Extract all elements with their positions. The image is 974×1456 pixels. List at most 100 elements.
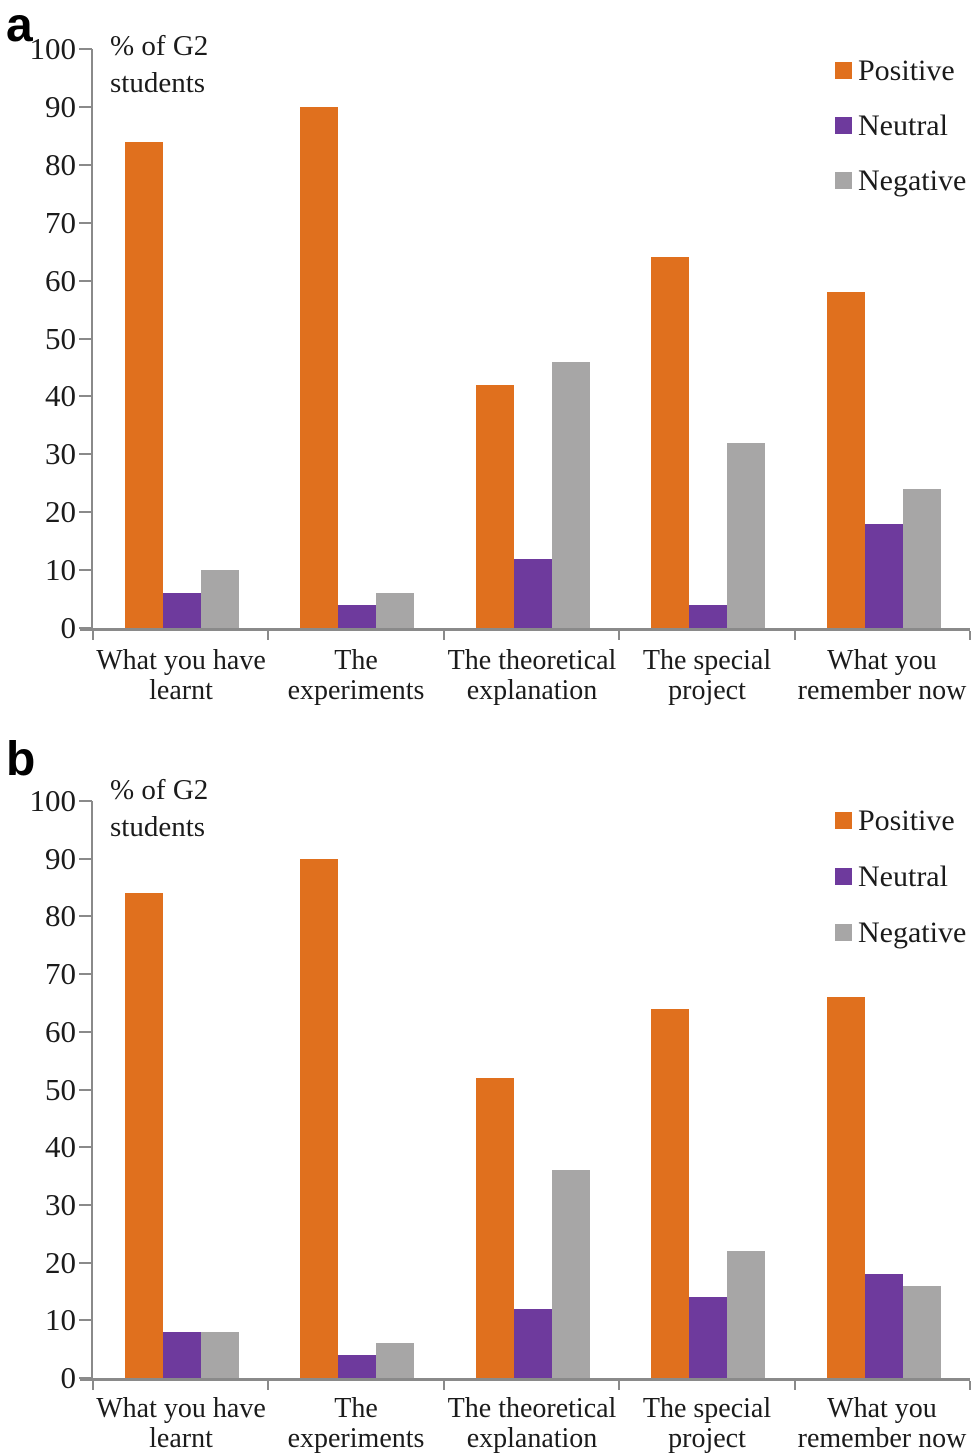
y-tick — [79, 1146, 92, 1149]
x-category-label: explanation — [466, 675, 598, 706]
x-tick — [618, 1381, 621, 1390]
bar-negative — [727, 443, 765, 628]
y-axis-line — [91, 801, 93, 1378]
y-tick — [79, 1319, 92, 1322]
y-tick — [79, 453, 92, 456]
bar-negative — [552, 362, 590, 628]
legend-label: Neutral — [858, 109, 948, 142]
y-tick — [79, 973, 92, 976]
y-tick-label: 10 — [45, 552, 76, 588]
bar-positive — [125, 893, 163, 1378]
y-tick-label: 0 — [60, 610, 77, 645]
y-tick-label: 60 — [45, 262, 76, 298]
x-category-label: The special — [642, 645, 772, 676]
y-tick — [79, 105, 92, 108]
x-category-label: experiments — [287, 1423, 425, 1454]
x-tick — [92, 1381, 94, 1390]
y-tick — [79, 915, 92, 918]
y-tick-label: 20 — [45, 494, 76, 530]
legend-item-neutral: Neutral — [835, 110, 974, 142]
legend-item-positive: Positive — [835, 805, 974, 837]
x-category-label: explanation — [466, 1423, 598, 1454]
bar-neutral — [338, 1355, 376, 1378]
x-category-label: remember now — [797, 675, 967, 706]
legend-item-negative: Negative — [835, 917, 974, 949]
x-tick — [442, 1381, 445, 1390]
y-tick — [79, 337, 92, 340]
legend-swatch-negative — [835, 172, 852, 189]
x-category-label: The — [334, 1393, 378, 1424]
bar-negative — [727, 1251, 765, 1378]
y-tick — [79, 511, 92, 514]
bar-neutral — [338, 605, 376, 628]
bar-negative — [903, 1286, 941, 1378]
y-tick — [79, 48, 92, 50]
x-category-label: remember now — [797, 1423, 967, 1454]
y-tick — [79, 800, 92, 802]
legend-item-neutral: Neutral — [835, 861, 974, 893]
legend-swatch-negative — [835, 924, 852, 941]
bar-positive — [125, 142, 163, 628]
bar-positive — [300, 107, 338, 628]
bar-negative — [376, 593, 414, 628]
bar-negative — [201, 1332, 239, 1378]
x-category-label: project — [668, 675, 746, 706]
y-tick — [79, 1261, 92, 1264]
y-axis-title-line: % of G2 — [110, 30, 209, 62]
bar-neutral — [865, 524, 903, 628]
y-tick-label: 50 — [45, 320, 76, 356]
x-category-label: The theoretical — [447, 645, 617, 676]
legend-item-positive: Positive — [835, 55, 974, 87]
x-tick — [267, 631, 270, 640]
x-axis-line — [80, 1378, 970, 1381]
y-tick-label: 30 — [45, 436, 76, 472]
x-category-label: learnt — [149, 675, 213, 706]
y-axis-title-line: students — [110, 811, 206, 843]
y-tick — [79, 1030, 92, 1033]
y-tick — [79, 279, 92, 282]
panel-letter-b: b — [6, 733, 36, 786]
y-axis-title-line: % of G2 — [110, 774, 209, 806]
bar-positive — [651, 1009, 689, 1378]
legend-label: Negative — [858, 164, 967, 197]
x-category-label: What you — [827, 1393, 937, 1424]
legend-label: Positive — [858, 54, 955, 87]
y-tick — [79, 857, 92, 860]
x-category-label: What you — [827, 645, 937, 676]
x-tick — [92, 631, 94, 640]
y-tick — [79, 163, 92, 166]
bar-negative — [903, 489, 941, 628]
x-tick — [793, 1381, 796, 1390]
y-tick — [79, 395, 92, 398]
x-tick — [442, 631, 445, 640]
y-tick-label: 90 — [45, 840, 76, 876]
y-tick-label: 40 — [45, 1129, 76, 1165]
y-tick — [79, 1203, 92, 1206]
y-tick-label: 20 — [45, 1244, 76, 1280]
legend-item-negative: Negative — [835, 165, 974, 197]
x-category-label: What you have — [96, 645, 266, 676]
x-category-label: project — [668, 1423, 746, 1454]
y-axis-title-line: students — [110, 67, 206, 99]
x-tick — [969, 1381, 971, 1390]
y-tick — [79, 221, 92, 224]
x-tick — [267, 1381, 270, 1390]
y-tick-label: 80 — [45, 898, 76, 934]
bar-neutral — [163, 593, 201, 628]
panel-letter-a: a — [6, 0, 33, 52]
bar-neutral — [163, 1332, 201, 1378]
x-category-label: experiments — [287, 675, 425, 706]
legend-label: Positive — [858, 804, 955, 837]
legend-swatch-positive — [835, 62, 852, 79]
bar-positive — [827, 292, 865, 628]
bar-positive — [476, 1078, 514, 1378]
legend-swatch-positive — [835, 812, 852, 829]
bar-neutral — [689, 605, 727, 628]
y-tick-label: 0 — [60, 1360, 77, 1395]
x-tick — [969, 631, 971, 640]
y-tick — [79, 569, 92, 572]
x-category-label: The — [334, 645, 378, 676]
x-category-label: What you have — [96, 1393, 266, 1424]
bar-neutral — [514, 559, 552, 628]
